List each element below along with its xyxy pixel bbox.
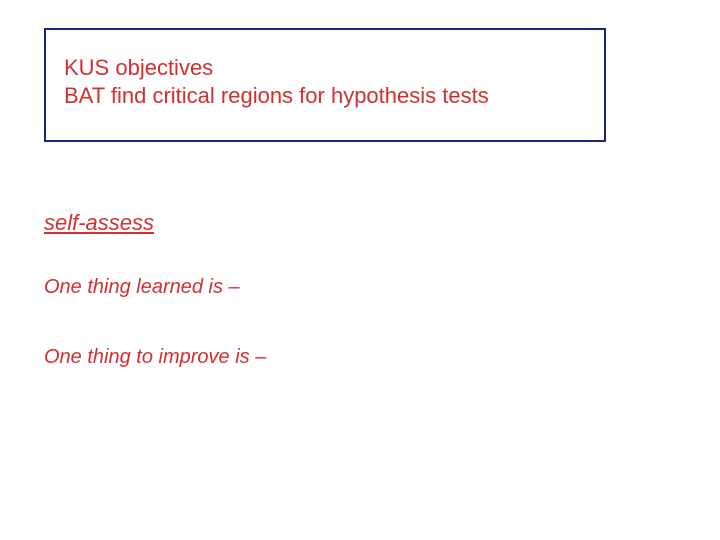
objectives-line-2: BAT find critical regions for hypothesis…: [64, 82, 586, 110]
objectives-line-1: KUS objectives: [64, 54, 586, 82]
self-assess-heading: self-assess: [44, 210, 154, 236]
objectives-box: KUS objectives BAT find critical regions…: [44, 28, 606, 142]
prompt-improve: One thing to improve is –: [44, 346, 266, 369]
prompt-learned: One thing learned is –: [44, 276, 240, 299]
